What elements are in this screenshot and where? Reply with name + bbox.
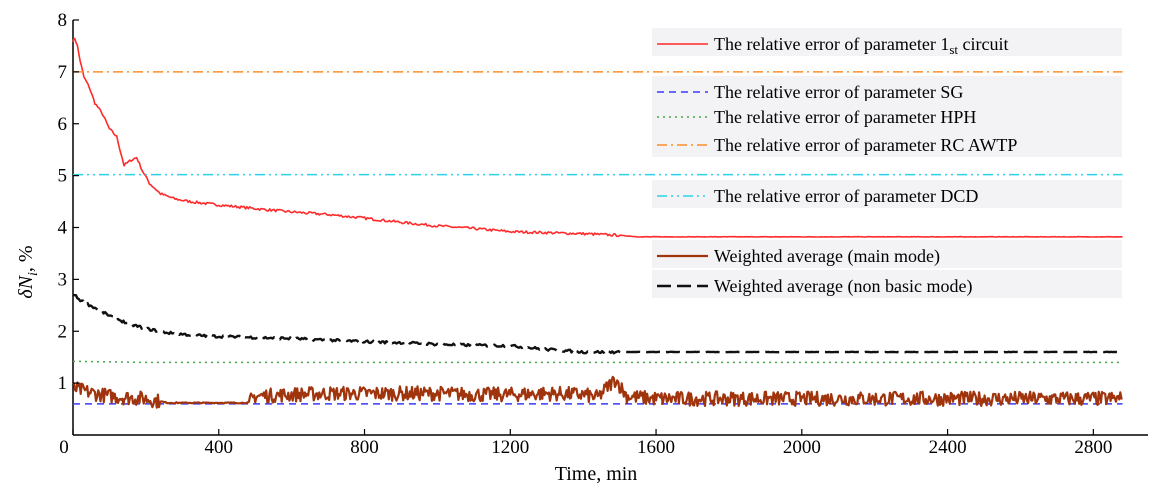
legend-label: The relative error of parameter DCD [714,186,978,206]
ticks-layer: 0 400 800 1200 1600 2000 2400 2800 1 2 3 4 5 6 7 8 [58,10,1113,458]
legend-entry-bg [652,180,1122,208]
x-axis-title: Time, min [555,463,638,485]
legend-entry-5: The relative error of parameter DCD [652,180,1122,208]
x-tick-label: 400 [205,437,234,458]
y-tick-label: 6 [58,114,68,135]
legend-label: The relative error of parameter HPH [714,107,976,127]
x-tick-label: 0 [59,437,69,458]
legend-entry-bg [652,270,1122,298]
legend-label: The relative error of parameter 1st circ… [714,34,1009,57]
x-tick-label: 2800 [1074,437,1112,458]
legend-entry-bg [652,76,1122,104]
series-line-6 [72,375,1123,409]
legend: The relative error of parameter 1st circ… [652,28,1122,298]
x-tick-label: 800 [350,437,379,458]
y-tick-label: 7 [58,62,68,83]
legend-entry-bg [652,240,1122,268]
legend-entry-1: The relative error of parameter 1st circ… [652,28,1122,57]
legend-entry-3: The relative error of parameter HPH [652,101,1122,129]
legend-label: Weighted average (main mode) [714,246,940,267]
series-layer [72,37,1123,409]
legend-label: Weighted average (non basic mode) [714,276,972,297]
x-tick-label: 1600 [637,437,675,458]
legend-entry-4: The relative error of parameter RC AWTP [652,129,1122,157]
y-axis-title: δNi, % [15,245,41,298]
series-line-7 [72,293,1123,355]
x-tick-label: 1200 [491,437,529,458]
x-tick-label: 2000 [783,437,821,458]
x-tick-label: 2400 [929,437,967,458]
series-line-3 [72,360,1123,364]
legend-label: The relative error of parameter RC AWTP [714,135,1017,155]
y-tick-label: 2 [58,321,68,342]
legend-entry-bg [652,129,1122,157]
legend-label: The relative error of parameter SG [714,82,963,102]
y-tick-label: 5 [58,166,68,187]
legend-entry-2: The relative error of parameter SG [652,76,1122,104]
y-tick-label: 1 [58,373,68,394]
legend-entry-bg [652,28,1122,56]
legend-entry-6: Weighted average (main mode) [652,240,1122,268]
legend-entry-bg [652,101,1122,129]
y-tick-label: 4 [58,218,68,239]
y-tick-label: 3 [58,269,68,290]
series-line-1 [72,37,1123,238]
legend-entry-7: Weighted average (non basic mode) [652,270,1122,298]
y-tick-label: 8 [58,10,68,31]
